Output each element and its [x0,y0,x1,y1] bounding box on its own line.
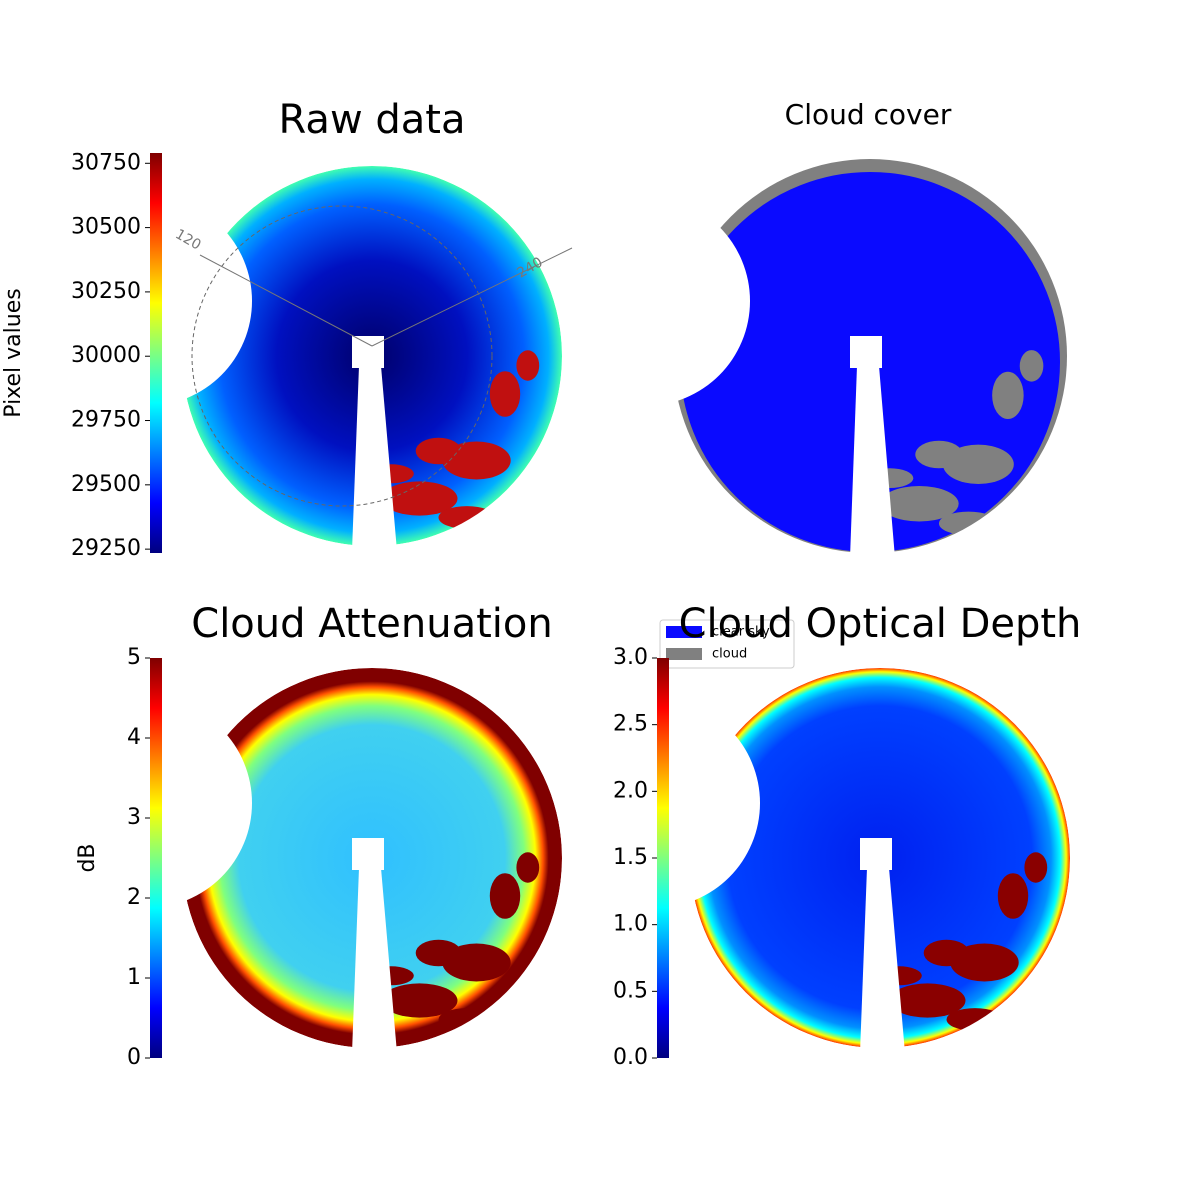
cloud-patch [866,468,914,488]
cloud-patch [889,983,966,1018]
tick-label: 2 [127,885,141,910]
cloud-patch [879,486,959,522]
cloud-patch [381,481,458,516]
cloud-patch [489,873,521,919]
tick-label: 30000 [71,343,141,368]
polar-label: 120 [172,226,203,253]
tick-label: 0 [127,1045,141,1070]
tick-label: 4 [127,725,141,750]
colorbar [657,658,669,1058]
colorbar [150,153,162,553]
colorbar [150,658,162,1058]
cloud-patch [368,464,414,484]
panel-title: Raw data [279,97,466,143]
cloud-patch [876,966,922,986]
cloud-patch [997,873,1029,919]
sky-edge [666,158,1074,566]
cloud-patch [923,939,970,967]
colorbar-label: dB [75,843,100,872]
tick-label: 30250 [71,279,141,304]
tick-label: 1.0 [613,912,648,937]
legend-swatch [666,648,702,660]
cloud-patch [516,350,540,381]
cloud-patch [381,983,458,1018]
cloud-patch [946,1008,1004,1031]
sky-disc [182,166,562,546]
tick-label: 30500 [71,215,141,240]
tick-label: 1 [127,965,141,990]
cloud-patch [938,511,999,536]
colorbar-label: Pixel values [1,288,26,417]
cloud-patch [368,966,414,986]
cloud-patch [1019,350,1044,382]
sky-image [182,668,562,1048]
polar-axis [371,247,573,347]
tick-label: 2.0 [613,778,648,803]
cloud-patch [915,440,963,469]
tick-label: 3 [127,805,141,830]
tick-label: 1.5 [613,845,648,870]
tick-label: 30750 [71,150,141,175]
sky-image [690,668,1070,1048]
legend-label: cloud [712,647,747,662]
cloud-patch [516,852,540,883]
legend-swatch [666,626,702,638]
sky-image [666,158,1074,566]
cloud-patch [438,506,496,529]
panel-title: Cloud cover [785,98,952,131]
tick-label: 0.5 [613,978,648,1003]
tick-label: 29250 [71,536,141,561]
tick-label: 29750 [71,408,141,433]
tick-label: 29500 [71,472,141,497]
sky-disc [182,668,562,1048]
tick-label: 0.0 [613,1045,648,1070]
cloud-patch [415,437,462,465]
panel-title: Cloud Attenuation [191,601,552,647]
sky-image [182,166,562,546]
cloud-patch [438,1008,496,1031]
tick-label: 2.5 [613,712,648,737]
sky-disc [690,668,1070,1048]
panel-title: Cloud Optical Depth [679,601,1082,647]
legend-label: clear sky [712,625,770,640]
polar-axis [199,254,373,347]
cloud-patch [992,371,1024,420]
tick-label: 3.0 [613,645,648,670]
tick-label: 5 [127,645,141,670]
polar-grid [191,205,493,507]
cloud-patch [1024,852,1048,883]
cloud-patch [489,371,521,417]
cloud-patch [415,939,462,967]
